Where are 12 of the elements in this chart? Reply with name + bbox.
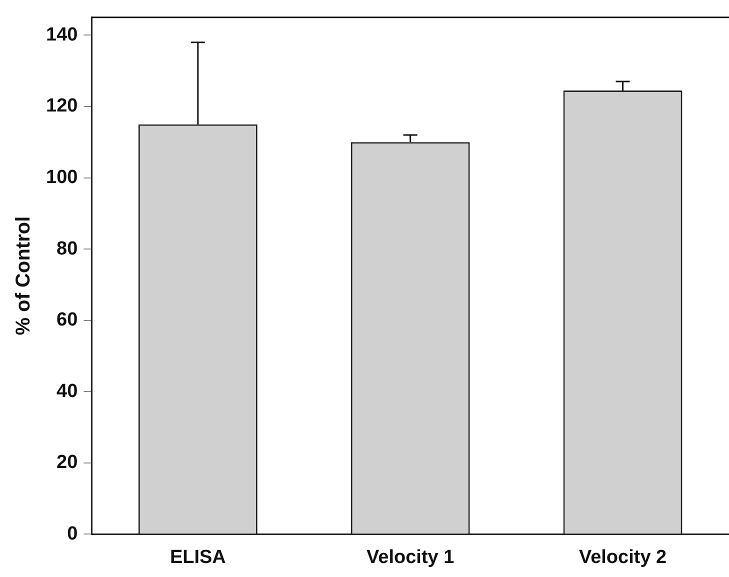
x-tick-label: Velocity 1 (366, 546, 455, 568)
y-tick-label: 0 (67, 523, 78, 544)
y-tick-label: 140 (46, 24, 78, 46)
y-axis-title: % of Control (12, 216, 35, 336)
y-tick-label: 40 (56, 380, 78, 402)
x-tick-label: ELISA (170, 546, 226, 568)
x-tick-label: Velocity 2 (578, 546, 667, 568)
y-tick-label: 60 (56, 310, 78, 331)
y-tick-label: 80 (56, 238, 78, 260)
y-tick-label: 20 (56, 452, 78, 474)
y-tick-label: 100 (46, 167, 78, 188)
y-tick-label: 120 (46, 96, 78, 117)
